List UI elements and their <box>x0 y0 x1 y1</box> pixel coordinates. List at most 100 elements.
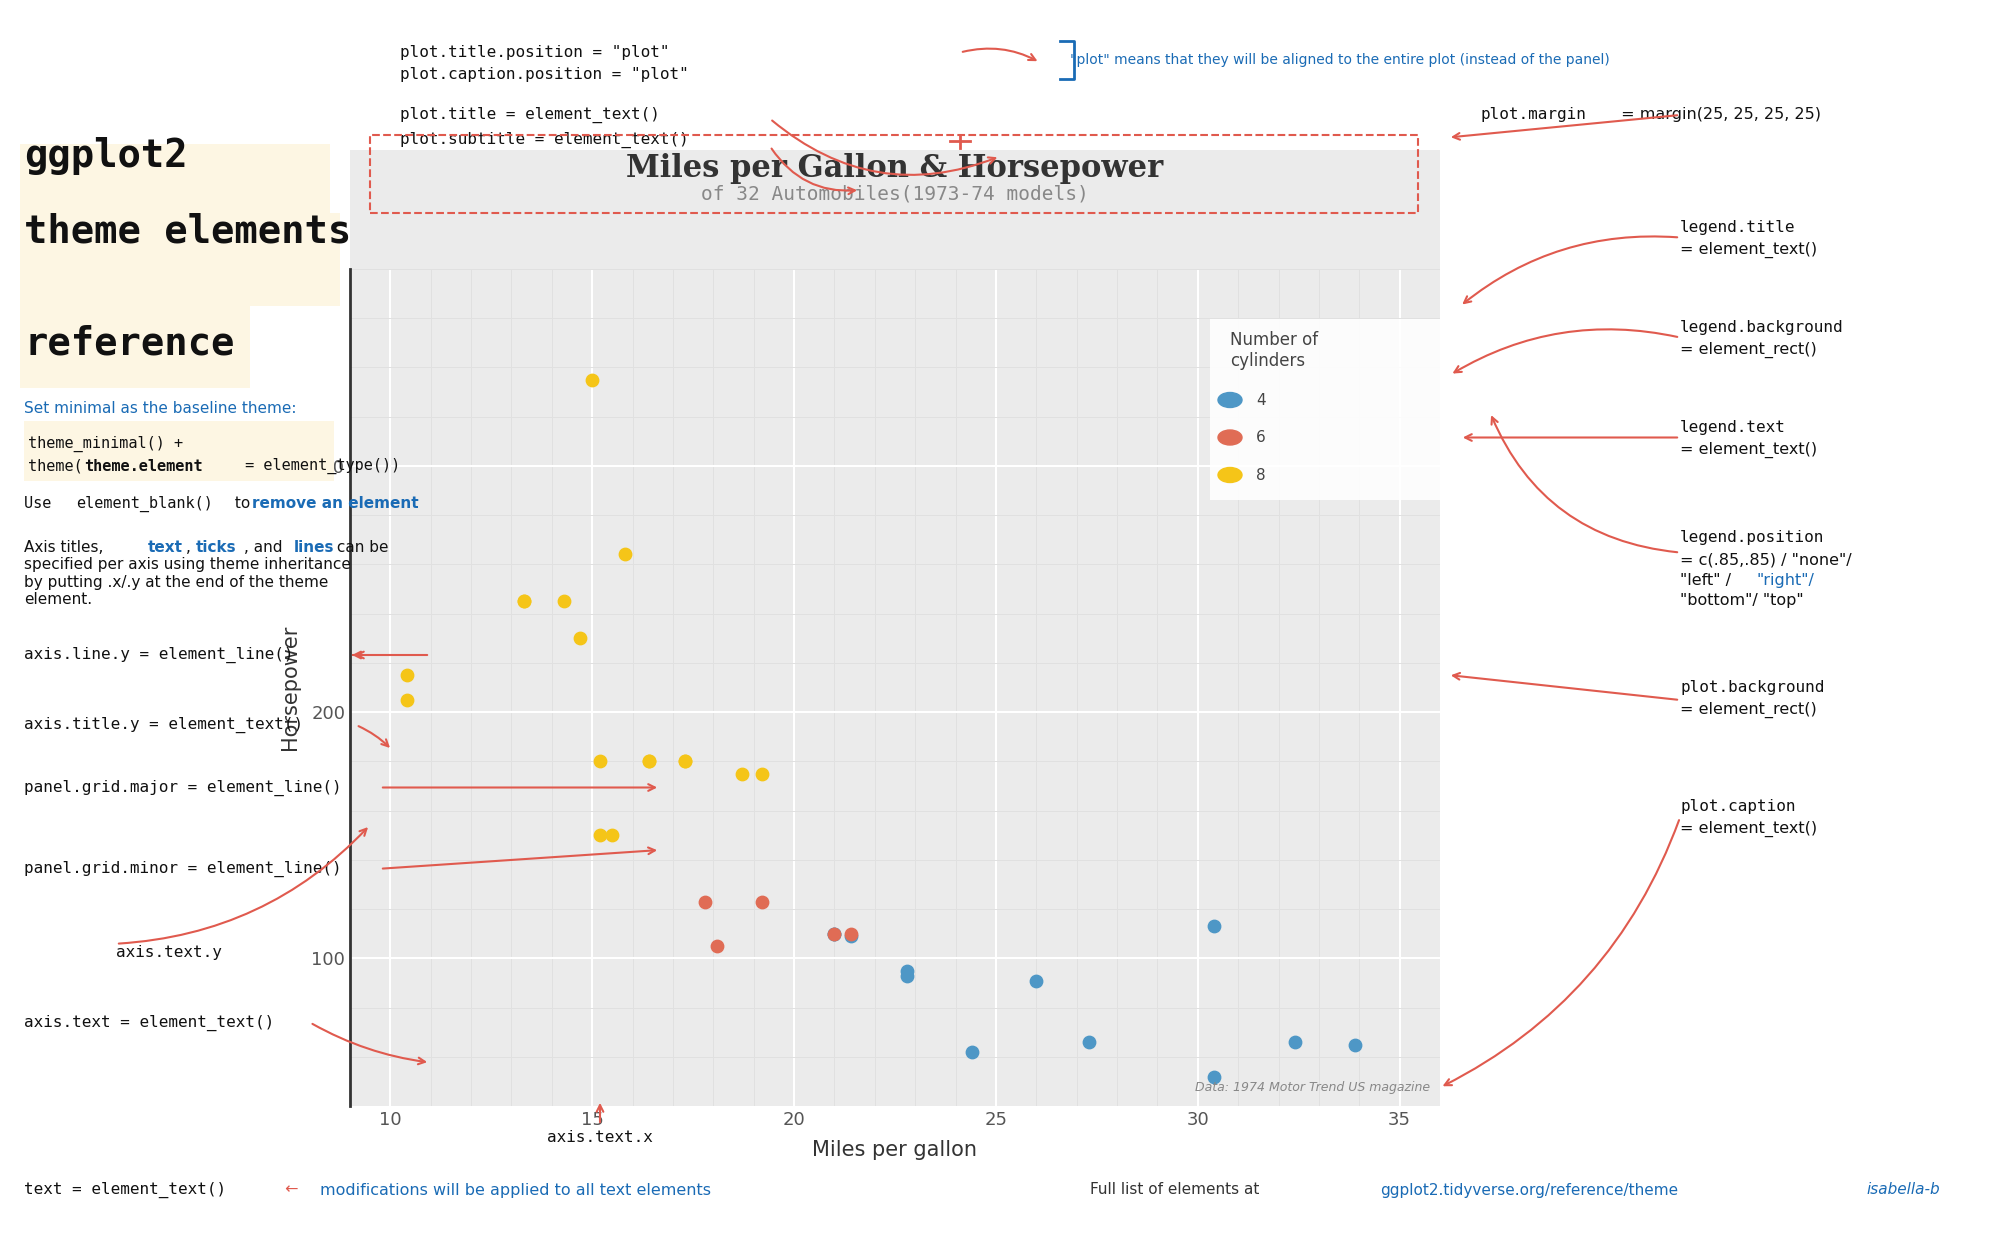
Text: reference: reference <box>24 325 234 362</box>
Text: "bottom"/ "top": "bottom"/ "top" <box>1680 592 1804 608</box>
Text: axis.line.y = element_line(): axis.line.y = element_line() <box>24 648 294 662</box>
Text: plot.title.position = "plot": plot.title.position = "plot" <box>400 45 670 60</box>
Point <box>548 591 580 611</box>
Text: ticks: ticks <box>196 540 236 555</box>
Point <box>508 591 540 611</box>
Text: Number of
cylinders: Number of cylinders <box>1230 331 1318 370</box>
Text: = element_type()): = element_type()) <box>236 459 400 474</box>
Text: lines: lines <box>294 540 334 555</box>
Point <box>1198 1066 1230 1086</box>
Point <box>596 825 628 845</box>
Text: axis.text.x: axis.text.x <box>548 1130 652 1145</box>
Point <box>746 764 778 784</box>
Text: Data: 1974 Motor Trend US magazine: Data: 1974 Motor Trend US magazine <box>1194 1081 1430 1094</box>
Point <box>892 966 924 986</box>
Point <box>1278 1032 1310 1052</box>
Text: axis.text = element_text(): axis.text = element_text() <box>24 1015 274 1030</box>
Text: theme_minimal() +: theme_minimal() + <box>28 436 184 451</box>
Text: = c(.85,.85) / "none"/: = c(.85,.85) / "none"/ <box>1680 552 1852 568</box>
Point <box>834 924 866 944</box>
Text: = element_text(): = element_text() <box>1680 442 1818 458</box>
Text: 8: 8 <box>1256 468 1266 482</box>
Text: specified per axis using theme inheritance: specified per axis using theme inheritan… <box>24 558 350 572</box>
Point <box>892 961 924 981</box>
Text: , and: , and <box>244 540 288 555</box>
Text: panel.grid.major = element_line(): panel.grid.major = element_line() <box>24 780 342 795</box>
Text: theme(: theme( <box>28 459 82 474</box>
Text: axis.text.y: axis.text.y <box>116 945 222 960</box>
Point <box>1340 1035 1372 1055</box>
Y-axis label: Horsepower: Horsepower <box>280 625 300 750</box>
Point <box>608 545 640 565</box>
Text: plot.margin: plot.margin <box>1480 107 1586 122</box>
Point <box>834 926 866 946</box>
Text: of 32 Automobiles(1973-74 models): of 32 Automobiles(1973-74 models) <box>702 184 1088 204</box>
Text: ggplot2: ggplot2 <box>24 138 188 175</box>
Point <box>1198 916 1230 936</box>
Text: Full list of elements at: Full list of elements at <box>1090 1182 1264 1198</box>
Text: modifications will be applied to all text elements: modifications will be applied to all tex… <box>320 1182 712 1198</box>
Text: plot.caption: plot.caption <box>1680 799 1796 814</box>
Point <box>390 690 422 710</box>
Text: 4: 4 <box>1256 392 1266 408</box>
Text: = element_text(): = element_text() <box>1680 821 1818 836</box>
Text: = element_rect(): = element_rect() <box>1680 342 1816 357</box>
Text: Use: Use <box>24 496 60 511</box>
Text: isabella-b: isabella-b <box>1866 1182 1940 1198</box>
Text: element.: element. <box>24 592 92 608</box>
Text: ←: ← <box>280 1182 304 1198</box>
Text: "plot" means that they will be aligned to the entire plot (instead of the panel): "plot" means that they will be aligned t… <box>1070 52 1610 68</box>
Text: Set minimal as the baseline theme:: Set minimal as the baseline theme: <box>24 401 296 416</box>
Text: legend.position: legend.position <box>1680 530 1824 545</box>
Text: remove an element: remove an element <box>252 496 418 511</box>
Point <box>564 629 596 649</box>
Text: Axis titles,: Axis titles, <box>24 540 108 555</box>
Point <box>632 751 664 771</box>
Point <box>632 751 664 771</box>
Text: = margin(25, 25, 25, 25): = margin(25, 25, 25, 25) <box>1616 107 1820 122</box>
Text: axis.title.y = element_text(): axis.title.y = element_text() <box>24 718 304 732</box>
Text: by putting .x/.y at the end of the theme: by putting .x/.y at the end of the theme <box>24 575 328 590</box>
Point <box>508 591 540 611</box>
Text: panel.grid.minor = element_line(): panel.grid.minor = element_line() <box>24 861 342 876</box>
Point <box>584 751 616 771</box>
Text: = element_rect(): = element_rect() <box>1680 703 1816 718</box>
Text: = element_text(): = element_text() <box>1680 242 1818 258</box>
Point <box>746 891 778 911</box>
Point <box>390 665 422 685</box>
Point <box>818 924 850 944</box>
Text: "left" /: "left" / <box>1680 572 1736 588</box>
Text: to: to <box>230 496 256 511</box>
Text: theme.element: theme.element <box>84 459 202 474</box>
Text: plot.subtitle = element_text(): plot.subtitle = element_text() <box>400 132 688 148</box>
Text: theme elements: theme elements <box>24 213 352 250</box>
Text: ggplot2.tidyverse.org/reference/theme: ggplot2.tidyverse.org/reference/theme <box>1380 1182 1678 1198</box>
Text: plot.title = element_text(): plot.title = element_text() <box>400 107 660 122</box>
Point <box>702 936 734 956</box>
Point <box>726 764 758 784</box>
Point <box>584 825 616 845</box>
Point <box>1072 1032 1104 1052</box>
Text: plot.background: plot.background <box>1680 680 1824 695</box>
Text: plot.caption.position = "plot": plot.caption.position = "plot" <box>400 68 688 82</box>
Point <box>1020 970 1052 990</box>
Point <box>956 1042 988 1062</box>
Text: element_blank(): element_blank() <box>76 496 212 511</box>
Point <box>818 924 850 944</box>
Text: text: text <box>148 540 184 555</box>
Text: legend.background: legend.background <box>1680 320 1844 335</box>
Point <box>690 891 722 911</box>
Text: 6: 6 <box>1256 430 1266 445</box>
X-axis label: Miles per gallon: Miles per gallon <box>812 1140 978 1160</box>
Point <box>670 751 702 771</box>
Text: can be: can be <box>332 540 388 555</box>
Text: legend.text: legend.text <box>1680 420 1786 435</box>
Point <box>818 924 850 944</box>
Text: Miles per Gallon & Horsepower: Miles per Gallon & Horsepower <box>626 154 1164 184</box>
Text: "right"/: "right"/ <box>1756 572 1814 588</box>
Text: ,: , <box>186 540 196 555</box>
Point <box>670 751 702 771</box>
Text: text = element_text(): text = element_text() <box>24 1182 226 1198</box>
Point <box>576 370 608 390</box>
Text: legend.title: legend.title <box>1680 220 1796 235</box>
